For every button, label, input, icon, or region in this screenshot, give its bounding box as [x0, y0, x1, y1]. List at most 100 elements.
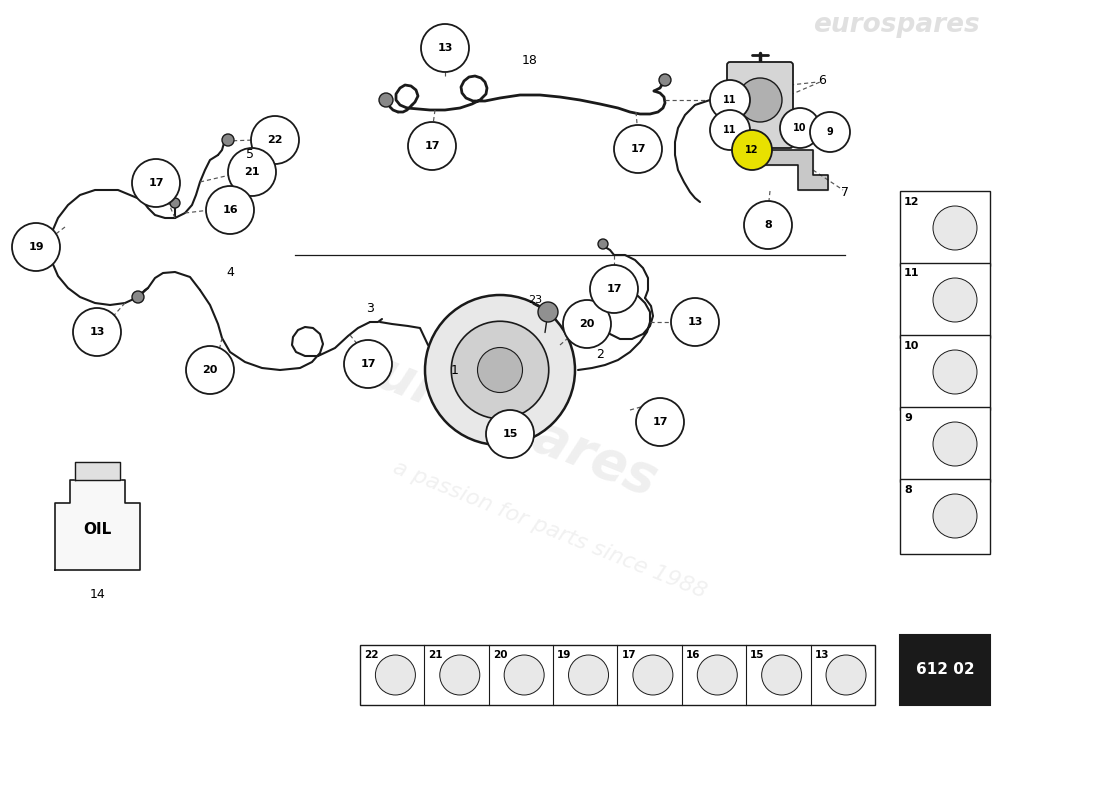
- Circle shape: [732, 130, 772, 170]
- Text: 13: 13: [89, 327, 104, 337]
- Text: 21: 21: [428, 650, 443, 660]
- Circle shape: [598, 239, 608, 249]
- Text: 9: 9: [826, 127, 834, 137]
- Circle shape: [659, 74, 671, 86]
- Text: 20: 20: [580, 319, 595, 329]
- Text: 8: 8: [904, 485, 912, 494]
- Circle shape: [563, 300, 611, 348]
- Text: 17: 17: [652, 417, 668, 427]
- Circle shape: [451, 322, 549, 418]
- Circle shape: [933, 350, 977, 394]
- Circle shape: [504, 655, 544, 695]
- Text: 12: 12: [904, 197, 920, 206]
- FancyBboxPatch shape: [360, 645, 874, 705]
- Text: 22: 22: [364, 650, 378, 660]
- Text: 3: 3: [366, 302, 374, 314]
- Text: 6: 6: [818, 74, 826, 86]
- Circle shape: [632, 655, 673, 695]
- Text: 13: 13: [688, 317, 703, 327]
- Text: 5: 5: [246, 149, 254, 162]
- Circle shape: [761, 655, 802, 695]
- Text: 17: 17: [630, 144, 646, 154]
- Circle shape: [636, 398, 684, 446]
- Text: eurospares: eurospares: [813, 12, 980, 38]
- Circle shape: [486, 410, 534, 458]
- Text: 20: 20: [493, 650, 507, 660]
- Text: 15: 15: [750, 650, 764, 660]
- Text: 11: 11: [724, 95, 737, 105]
- Text: 18: 18: [522, 54, 538, 66]
- FancyBboxPatch shape: [900, 406, 990, 482]
- Circle shape: [933, 494, 977, 538]
- Text: 4: 4: [227, 266, 234, 278]
- Circle shape: [132, 291, 144, 303]
- Text: 17: 17: [606, 284, 621, 294]
- Circle shape: [170, 198, 180, 208]
- Text: 17: 17: [361, 359, 376, 369]
- Circle shape: [477, 347, 522, 393]
- Circle shape: [780, 108, 820, 148]
- Text: 10: 10: [904, 341, 920, 350]
- Circle shape: [933, 422, 977, 466]
- FancyBboxPatch shape: [900, 190, 990, 266]
- Text: 17: 17: [425, 141, 440, 151]
- Text: OIL: OIL: [84, 522, 111, 537]
- Circle shape: [744, 201, 792, 249]
- Text: 612 02: 612 02: [915, 662, 975, 678]
- Circle shape: [697, 655, 737, 695]
- Text: 19: 19: [29, 242, 44, 252]
- Text: 13: 13: [438, 43, 453, 53]
- Circle shape: [222, 134, 234, 146]
- Text: 19: 19: [557, 650, 572, 660]
- Circle shape: [186, 346, 234, 394]
- Text: 15: 15: [503, 429, 518, 439]
- Text: 1: 1: [451, 363, 459, 377]
- Text: 14: 14: [89, 589, 106, 602]
- Circle shape: [826, 655, 866, 695]
- Circle shape: [671, 298, 719, 346]
- Text: eurospares: eurospares: [336, 334, 664, 506]
- Circle shape: [375, 655, 416, 695]
- Text: 23: 23: [528, 295, 542, 305]
- Circle shape: [440, 655, 480, 695]
- Circle shape: [344, 340, 392, 388]
- Circle shape: [710, 80, 750, 120]
- Circle shape: [738, 78, 782, 122]
- Text: 7: 7: [842, 186, 849, 198]
- Polygon shape: [55, 480, 140, 570]
- Circle shape: [12, 223, 60, 271]
- Circle shape: [379, 93, 393, 107]
- Circle shape: [228, 148, 276, 196]
- Circle shape: [614, 125, 662, 173]
- Circle shape: [425, 295, 575, 445]
- Polygon shape: [758, 150, 828, 190]
- Text: 17: 17: [148, 178, 164, 188]
- Text: 21: 21: [244, 167, 260, 177]
- Circle shape: [590, 265, 638, 313]
- Circle shape: [421, 24, 469, 72]
- Circle shape: [933, 278, 977, 322]
- Circle shape: [810, 112, 850, 152]
- Text: 16: 16: [686, 650, 701, 660]
- FancyBboxPatch shape: [900, 478, 990, 554]
- FancyBboxPatch shape: [900, 334, 990, 410]
- FancyBboxPatch shape: [900, 262, 990, 338]
- Text: a passion for parts since 1988: a passion for parts since 1988: [390, 458, 710, 602]
- Text: 11: 11: [724, 125, 737, 135]
- Text: 12: 12: [746, 145, 759, 155]
- Text: 10: 10: [793, 123, 806, 133]
- Circle shape: [710, 110, 750, 150]
- Text: 16: 16: [222, 205, 238, 215]
- Text: 8: 8: [764, 220, 772, 230]
- Text: 9: 9: [904, 413, 912, 422]
- Circle shape: [73, 308, 121, 356]
- Circle shape: [538, 302, 558, 322]
- Circle shape: [408, 122, 456, 170]
- Circle shape: [933, 206, 977, 250]
- Polygon shape: [75, 462, 120, 480]
- Text: 20: 20: [202, 365, 218, 375]
- Circle shape: [132, 159, 180, 207]
- Text: 17: 17: [621, 650, 636, 660]
- Text: 22: 22: [267, 135, 283, 145]
- Circle shape: [569, 655, 608, 695]
